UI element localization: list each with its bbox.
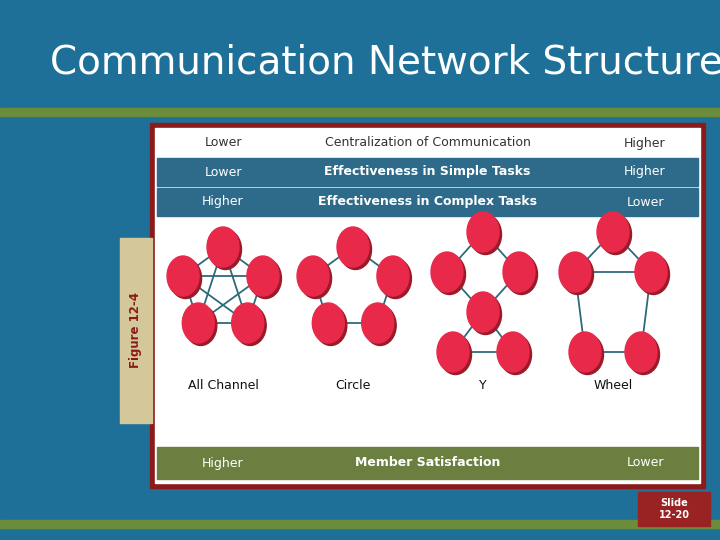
- Ellipse shape: [572, 334, 603, 375]
- Text: Centralization of Communication: Centralization of Communication: [325, 137, 531, 150]
- Ellipse shape: [467, 212, 499, 252]
- Text: Wheel: Wheel: [593, 379, 633, 392]
- Ellipse shape: [364, 306, 396, 346]
- Bar: [150, 123, 705, 488]
- Text: Lower: Lower: [626, 195, 664, 208]
- Ellipse shape: [300, 259, 331, 299]
- Ellipse shape: [169, 259, 202, 299]
- Ellipse shape: [207, 227, 239, 267]
- Ellipse shape: [467, 292, 499, 332]
- Ellipse shape: [559, 252, 591, 292]
- Bar: [120, 238, 152, 423]
- Text: Higher: Higher: [202, 195, 244, 208]
- Text: Figure 12-4: Figure 12-4: [130, 293, 143, 368]
- Ellipse shape: [249, 259, 282, 299]
- Bar: [157, 447, 698, 479]
- Ellipse shape: [437, 332, 469, 372]
- Bar: [155, 128, 700, 483]
- Text: Communication Network Structures: Communication Network Structures: [50, 43, 720, 81]
- Text: All Channel: All Channel: [188, 379, 258, 392]
- Text: Member Satisfaction: Member Satisfaction: [355, 456, 500, 469]
- Ellipse shape: [315, 306, 347, 346]
- Ellipse shape: [439, 334, 472, 375]
- Text: Higher: Higher: [624, 165, 666, 179]
- Ellipse shape: [600, 214, 631, 254]
- Bar: [157, 188, 698, 216]
- Ellipse shape: [562, 254, 593, 294]
- Ellipse shape: [497, 332, 529, 372]
- Ellipse shape: [247, 256, 279, 296]
- Text: Lower: Lower: [204, 165, 242, 179]
- Ellipse shape: [433, 254, 466, 294]
- Ellipse shape: [628, 334, 660, 375]
- Ellipse shape: [337, 227, 369, 267]
- Text: Slide
12-20: Slide 12-20: [659, 498, 690, 520]
- Ellipse shape: [232, 303, 264, 343]
- Ellipse shape: [379, 259, 411, 299]
- Text: Circle: Circle: [336, 379, 371, 392]
- Ellipse shape: [625, 332, 657, 372]
- Ellipse shape: [431, 252, 463, 292]
- Ellipse shape: [312, 303, 344, 343]
- Ellipse shape: [597, 212, 629, 252]
- Text: Effectiveness in Complex Tasks: Effectiveness in Complex Tasks: [318, 195, 537, 208]
- Bar: [157, 158, 698, 186]
- Text: Higher: Higher: [624, 137, 666, 150]
- Ellipse shape: [505, 254, 538, 294]
- Bar: [638, 492, 710, 526]
- Ellipse shape: [377, 256, 409, 296]
- Ellipse shape: [167, 256, 199, 296]
- Ellipse shape: [469, 214, 502, 254]
- Text: Effectiveness in Simple Tasks: Effectiveness in Simple Tasks: [324, 165, 531, 179]
- Bar: [0, 108, 720, 116]
- Bar: [0, 520, 720, 528]
- Ellipse shape: [637, 254, 670, 294]
- Ellipse shape: [297, 256, 329, 296]
- Ellipse shape: [361, 303, 394, 343]
- Ellipse shape: [182, 303, 215, 343]
- Ellipse shape: [503, 252, 535, 292]
- Ellipse shape: [210, 230, 241, 269]
- Ellipse shape: [340, 230, 372, 269]
- Ellipse shape: [569, 332, 601, 372]
- Ellipse shape: [500, 334, 531, 375]
- Text: Lower: Lower: [626, 456, 664, 469]
- Text: Y: Y: [480, 379, 487, 392]
- Ellipse shape: [635, 252, 667, 292]
- Text: Lower: Lower: [204, 137, 242, 150]
- Ellipse shape: [185, 306, 217, 346]
- Ellipse shape: [469, 294, 502, 334]
- Text: Higher: Higher: [202, 456, 244, 469]
- Ellipse shape: [234, 306, 266, 346]
